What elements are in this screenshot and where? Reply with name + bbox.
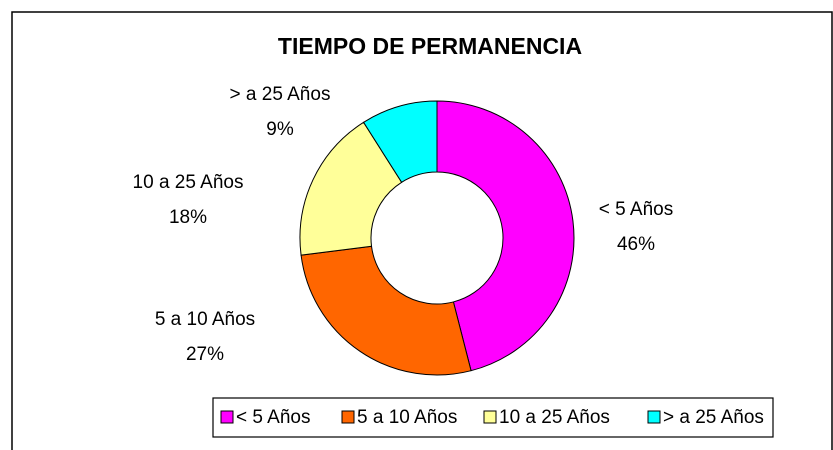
legend-label: < 5 Años (236, 407, 310, 428)
chart-frame (11, 11, 833, 450)
slice-value: 46% (617, 234, 655, 255)
slice-label: 10 a 25 Años (133, 172, 244, 193)
slice-value: 9% (266, 119, 294, 140)
legend-swatch (341, 410, 355, 424)
slice-label: > a 25 Años (230, 84, 331, 105)
legend-label: > a 25 Años (663, 407, 764, 428)
chart-title: TIEMPO DE PERMANENCIA (278, 33, 582, 59)
donut-slice (436, 100, 575, 372)
legend-swatch (220, 410, 234, 424)
slice-label: 5 a 10 Años (155, 309, 255, 330)
donut-slice (300, 245, 472, 376)
legend-label: 10 a 25 Años (499, 407, 610, 428)
donut-slice (362, 100, 438, 183)
legend-swatch (483, 410, 497, 424)
slice-value: 18% (169, 207, 207, 228)
slice-label: < 5 Años (599, 199, 673, 220)
legend-swatch (647, 410, 661, 424)
legend-label: 5 a 10 Años (357, 407, 457, 428)
slice-value: 27% (186, 344, 224, 365)
